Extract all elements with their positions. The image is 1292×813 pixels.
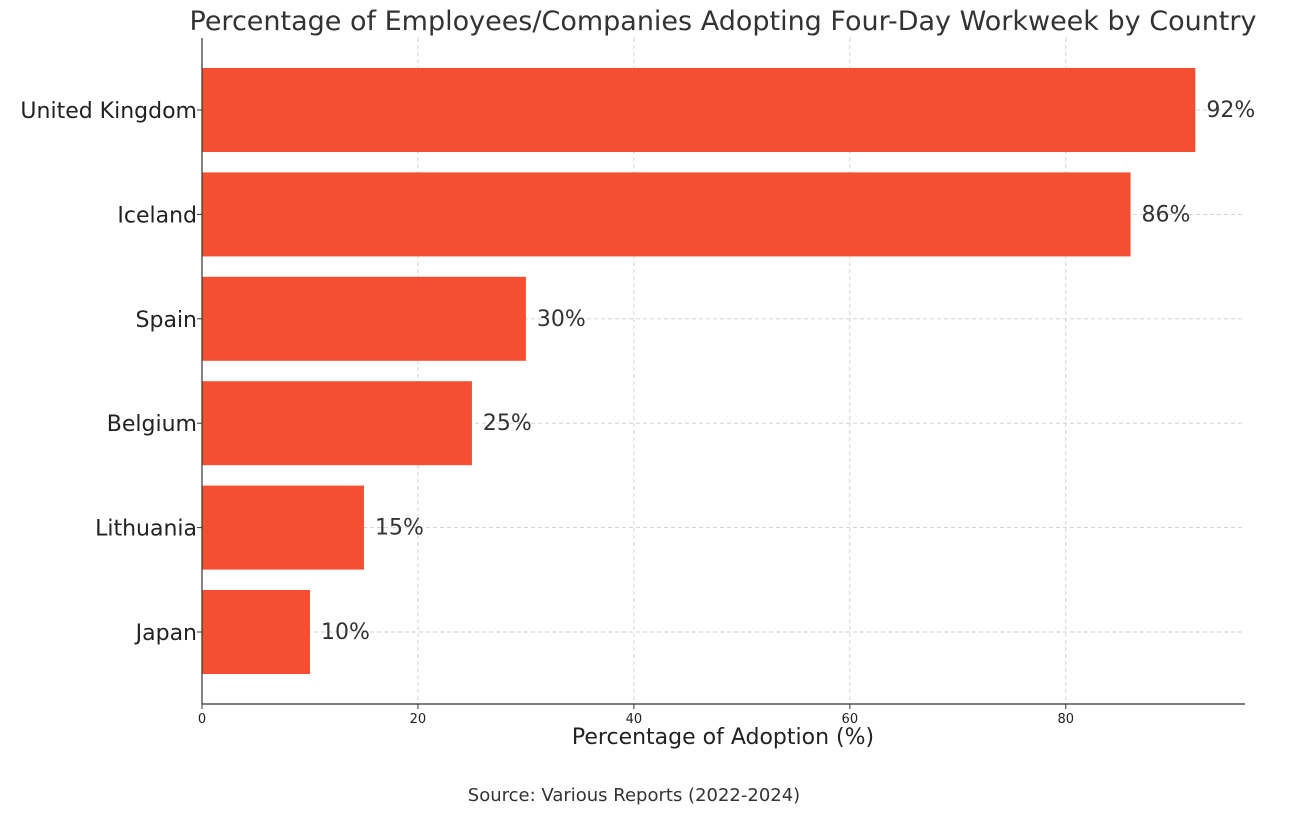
chart-title: Percentage of Employees/Companies Adopti… bbox=[190, 6, 1257, 37]
x-tick-label: 60 bbox=[842, 712, 859, 727]
bars bbox=[202, 68, 1196, 674]
data-label: 92% bbox=[1206, 98, 1255, 123]
x-tick-label: 0 bbox=[198, 712, 206, 727]
x-tick-label: 20 bbox=[410, 712, 427, 727]
x-tick-label: 40 bbox=[626, 712, 643, 727]
bar bbox=[202, 381, 472, 466]
bar bbox=[202, 68, 1196, 152]
data-label: 15% bbox=[375, 516, 424, 541]
y-tick-label: Spain bbox=[136, 308, 197, 333]
y-tick-label: Iceland bbox=[117, 203, 197, 228]
ticks: United Kingdom Iceland Spain Belgium Lithuan… bbox=[20, 99, 1074, 727]
data-label: 25% bbox=[483, 411, 532, 436]
y-tick-label: United Kingdom bbox=[20, 99, 197, 124]
data-label: 86% bbox=[1142, 202, 1191, 227]
bar bbox=[202, 590, 310, 674]
y-tick-label: Japan bbox=[134, 621, 197, 646]
bar bbox=[202, 485, 364, 570]
bar bbox=[202, 172, 1131, 257]
data-label: 10% bbox=[321, 620, 370, 645]
source-note: Source: Various Reports (2022-2024) bbox=[468, 785, 800, 806]
y-tick-label: Belgium bbox=[107, 412, 197, 437]
x-tick-label: 80 bbox=[1057, 712, 1074, 727]
bar bbox=[202, 276, 526, 361]
data-label: 30% bbox=[537, 307, 586, 332]
x-axis-title: Percentage of Adoption (%) bbox=[572, 725, 874, 750]
data-labels: 92% 86% 30% 25% 15% 10% bbox=[321, 98, 1255, 645]
axes bbox=[201, 38, 1245, 705]
y-tick-label: Lithuania bbox=[95, 517, 197, 542]
